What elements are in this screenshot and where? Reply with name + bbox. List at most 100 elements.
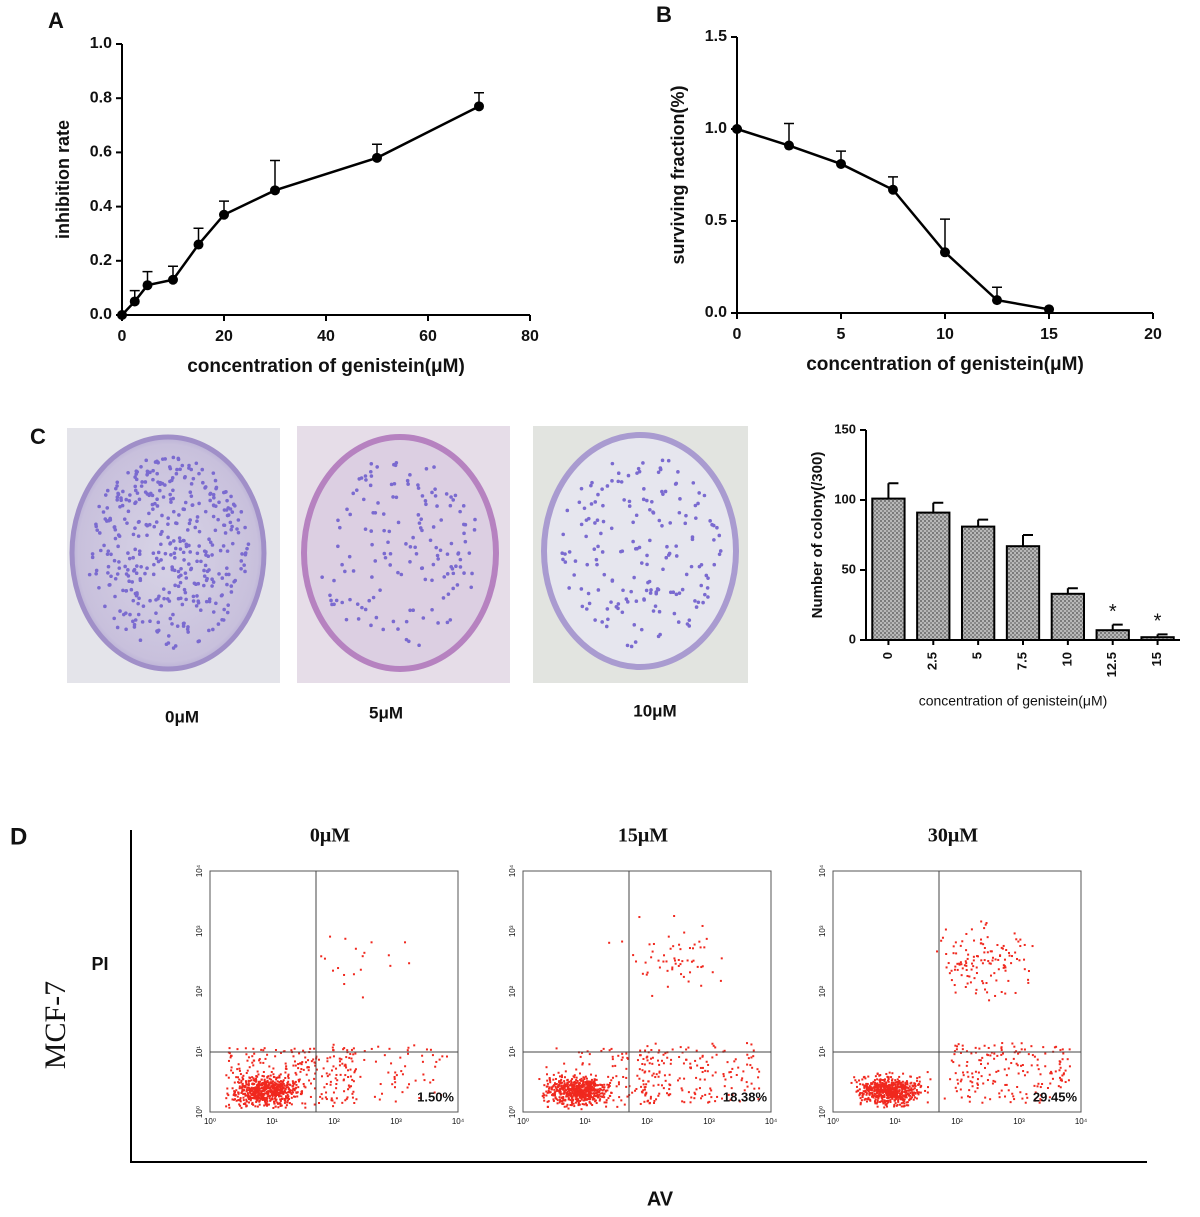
colony bbox=[329, 599, 333, 603]
cell-dot bbox=[237, 1076, 239, 1078]
cell-dot bbox=[918, 1091, 920, 1093]
cell-dot bbox=[700, 966, 702, 968]
cell-dot bbox=[987, 951, 989, 953]
cell-dot bbox=[631, 1092, 633, 1094]
colony bbox=[117, 566, 121, 570]
y-tick-label: 10² bbox=[508, 985, 517, 997]
cell-dot bbox=[1060, 1067, 1062, 1069]
colony bbox=[175, 522, 179, 526]
cell-dot bbox=[271, 1071, 273, 1073]
colony bbox=[665, 545, 669, 549]
colony bbox=[204, 510, 208, 514]
cell-dot bbox=[1024, 968, 1026, 970]
colony bbox=[448, 618, 452, 622]
cell-dot bbox=[336, 1079, 338, 1081]
cell-dot bbox=[859, 1083, 861, 1085]
colony bbox=[628, 500, 632, 504]
cell-dot bbox=[547, 1106, 549, 1108]
cell-dot bbox=[251, 1094, 253, 1096]
cell-dot bbox=[668, 1088, 670, 1090]
cell-dot bbox=[244, 1093, 246, 1095]
colony bbox=[362, 498, 366, 502]
cell-dot bbox=[580, 1056, 582, 1058]
colony bbox=[152, 551, 156, 555]
cell-dot bbox=[354, 1053, 356, 1055]
cell-dot bbox=[277, 1103, 279, 1105]
cell-dot bbox=[225, 1074, 227, 1076]
cell-dot bbox=[1000, 1054, 1002, 1056]
colony bbox=[343, 570, 347, 574]
cell-dot bbox=[1068, 1079, 1070, 1081]
cell-dot bbox=[861, 1099, 863, 1101]
colony bbox=[220, 593, 224, 597]
cell-dot bbox=[654, 1076, 656, 1078]
cell-dot bbox=[681, 1087, 683, 1089]
y-tick-label: 10⁴ bbox=[195, 864, 204, 877]
cell-dot bbox=[951, 979, 953, 981]
cell-dot bbox=[908, 1087, 910, 1089]
cell-dot bbox=[945, 953, 947, 955]
colony bbox=[117, 533, 121, 537]
cell-dot bbox=[284, 1077, 286, 1079]
colony bbox=[439, 548, 443, 552]
cell-dot bbox=[589, 1092, 591, 1094]
colony bbox=[433, 487, 437, 491]
cell-dot bbox=[553, 1074, 555, 1076]
cell-dot bbox=[881, 1079, 883, 1081]
cell-dot bbox=[582, 1085, 584, 1087]
cell-dot bbox=[564, 1106, 566, 1108]
cell-dot bbox=[262, 1049, 264, 1051]
cell-dot bbox=[973, 977, 975, 979]
colony bbox=[369, 624, 373, 628]
colony bbox=[664, 556, 668, 560]
colony bbox=[664, 490, 668, 494]
cell-dot bbox=[962, 1045, 964, 1047]
cell-dot bbox=[246, 1060, 248, 1062]
colony bbox=[468, 551, 472, 555]
colony bbox=[429, 539, 433, 543]
colony bbox=[179, 596, 183, 600]
colony bbox=[194, 582, 198, 586]
colony bbox=[203, 549, 207, 553]
cell-dot bbox=[643, 1083, 645, 1085]
cell-dot bbox=[1022, 1064, 1024, 1066]
cell-dot bbox=[869, 1093, 871, 1095]
colony bbox=[168, 599, 172, 603]
cell-dot bbox=[1033, 1085, 1035, 1087]
cell-dot bbox=[235, 1076, 237, 1078]
colony bbox=[408, 560, 412, 564]
cell-dot bbox=[907, 1092, 909, 1094]
cell-dot bbox=[347, 1088, 349, 1090]
cell-dot bbox=[256, 1089, 258, 1091]
cell-dot bbox=[235, 1089, 237, 1091]
cell-dot bbox=[975, 989, 977, 991]
cell-dot bbox=[326, 1072, 328, 1074]
colony bbox=[436, 554, 440, 558]
colony bbox=[678, 511, 682, 515]
cell-dot bbox=[584, 1081, 586, 1083]
cell-dot bbox=[975, 1047, 977, 1049]
cell-dot bbox=[983, 927, 985, 929]
cell-dot bbox=[955, 992, 957, 994]
colony bbox=[345, 507, 349, 511]
colony bbox=[698, 565, 702, 569]
cell-dot bbox=[972, 1085, 974, 1087]
cell-dot bbox=[982, 982, 984, 984]
colony bbox=[419, 517, 423, 521]
cell-dot bbox=[552, 1079, 554, 1081]
colony bbox=[159, 604, 163, 608]
colony bbox=[610, 526, 614, 530]
cell-dot bbox=[432, 1054, 434, 1056]
colony bbox=[417, 643, 421, 647]
cell-dot bbox=[341, 1063, 343, 1065]
cell-dot bbox=[610, 1079, 612, 1081]
colony bbox=[183, 588, 187, 592]
colony bbox=[328, 594, 332, 598]
x-tick-label: 10 bbox=[1059, 652, 1074, 666]
colony bbox=[610, 479, 614, 483]
colony bbox=[609, 600, 613, 604]
cell-dot bbox=[236, 1048, 238, 1050]
cell-dot bbox=[1027, 979, 1029, 981]
cell-dot bbox=[683, 1078, 685, 1080]
cell-dot bbox=[309, 1048, 311, 1050]
